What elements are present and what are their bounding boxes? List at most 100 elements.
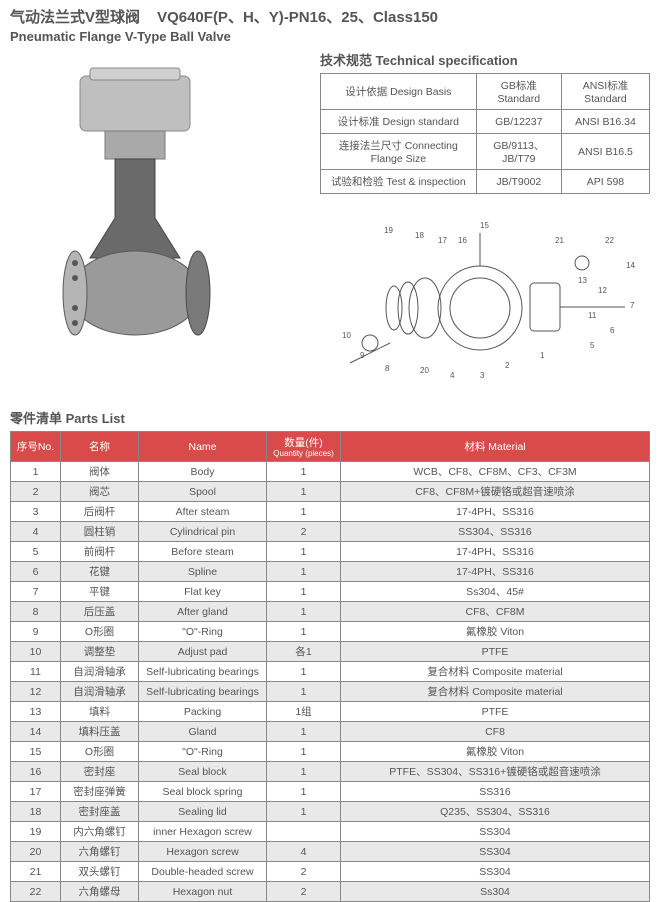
- table-row: 1阀体Body1WCB、CF8、CF8M、CF3、CF3M: [11, 462, 650, 482]
- cell: 平键: [61, 582, 139, 602]
- parts-body: 1阀体Body1WCB、CF8、CF8M、CF3、CF3M2阀芯Spool1CF…: [11, 462, 650, 902]
- cell: Ss304: [341, 882, 650, 902]
- cell: CF8、CF8M: [341, 602, 650, 622]
- cell: 1: [267, 562, 341, 582]
- table-row: 19内六角螺钉inner Hexagon screwSS304: [11, 822, 650, 842]
- col-qty: 数量(件) Quantity (pieces): [267, 432, 341, 462]
- cell: 复合材料 Composite material: [341, 662, 650, 682]
- cell: 9: [11, 622, 61, 642]
- cell: "O"-Ring: [139, 622, 267, 642]
- cell: 试验和检验 Test & inspection: [321, 170, 477, 194]
- cell: Packing: [139, 702, 267, 722]
- cell: 后压盖: [61, 602, 139, 622]
- cell: 密封座弹簧: [61, 782, 139, 802]
- cell: 11: [11, 662, 61, 682]
- cell: 20: [11, 842, 61, 862]
- cell: Ss304、45#: [341, 582, 650, 602]
- cell: 1: [11, 462, 61, 482]
- table-row: 15O形圈"O"-Ring1氟橡胶 Viton: [11, 742, 650, 762]
- cell: 1: [267, 682, 341, 702]
- cell: 1: [267, 762, 341, 782]
- cell: 3: [11, 502, 61, 522]
- cell: 1: [267, 622, 341, 642]
- cell: 自润滑轴承: [61, 682, 139, 702]
- cell: After steam: [139, 502, 267, 522]
- table-row: 4圆柱销Cylindrical pin2SS304、SS316: [11, 522, 650, 542]
- table-row: 21双头螺钉Double-headed screw2SS304: [11, 862, 650, 882]
- cell: 氟橡胶 Viton: [341, 622, 650, 642]
- table-row: 20六角螺钉Hexagon screw4SS304: [11, 842, 650, 862]
- table-row: 9O形圈"O"-Ring1氟橡胶 Viton: [11, 622, 650, 642]
- cell: 密封座盖: [61, 802, 139, 822]
- table-row: 8后压盖After gland1CF8、CF8M: [11, 602, 650, 622]
- cell: 5: [11, 542, 61, 562]
- cell: 17: [11, 782, 61, 802]
- cell: 4: [267, 842, 341, 862]
- product-image: [10, 50, 310, 390]
- cell: O形圈: [61, 742, 139, 762]
- cell: Q235、SS304、SS316: [341, 802, 650, 822]
- svg-text:17: 17: [438, 236, 447, 245]
- cell: 1: [267, 582, 341, 602]
- svg-text:9: 9: [360, 351, 365, 360]
- spec-h2: ANSI标准 Standard: [561, 74, 649, 110]
- table-row: 3后阀杆After steam117-4PH、SS316: [11, 502, 650, 522]
- cell: 2: [267, 522, 341, 542]
- table-row: 设计标准 Design standard GB/12237 ANSI B16.3…: [321, 110, 650, 134]
- cell: API 598: [561, 170, 649, 194]
- parts-table: 序号No. 名称 Name 数量(件) Quantity (pieces) 材料…: [10, 431, 650, 902]
- cell: Before steam: [139, 542, 267, 562]
- cell: 氟橡胶 Viton: [341, 742, 650, 762]
- cell: 17-4PH、SS316: [341, 562, 650, 582]
- valve-render-icon: [20, 58, 280, 378]
- cell: 1: [267, 502, 341, 522]
- table-row: 22六角螺母Hexagon nut2Ss304: [11, 882, 650, 902]
- cell: GB/9113、JB/T79: [476, 134, 561, 170]
- col-name-cn: 名称: [61, 432, 139, 462]
- svg-text:13: 13: [578, 276, 587, 285]
- cell: 前阀杆: [61, 542, 139, 562]
- cell: ANSI B16.34: [561, 110, 649, 134]
- cell: 1: [267, 482, 341, 502]
- cell: ANSI B16.5: [561, 134, 649, 170]
- title-en: Pneumatic Flange V-Type Ball Valve: [10, 29, 650, 44]
- cell: 填料压盖: [61, 722, 139, 742]
- cell: 双头螺钉: [61, 862, 139, 882]
- cell: 1: [267, 542, 341, 562]
- cell: Seal block spring: [139, 782, 267, 802]
- cell: 2: [11, 482, 61, 502]
- table-row: 7平键Flat key1Ss304、45#: [11, 582, 650, 602]
- spec-h0: 设计依据 Design Basis: [321, 74, 477, 110]
- cell: SS304、SS316: [341, 522, 650, 542]
- col-material: 材料 Material: [341, 432, 650, 462]
- cell: Cylindrical pin: [139, 522, 267, 542]
- svg-text:3: 3: [480, 371, 485, 380]
- cell: PTFE、SS304、SS316+镀硬铬或超音速喷涂: [341, 762, 650, 782]
- cell: Double-headed screw: [139, 862, 267, 882]
- cell: 各1: [267, 642, 341, 662]
- cell: PTFE: [341, 642, 650, 662]
- cell: 1: [267, 662, 341, 682]
- cell: inner Hexagon screw: [139, 822, 267, 842]
- cell: 2: [267, 882, 341, 902]
- svg-text:20: 20: [420, 366, 429, 375]
- cell: 4: [11, 522, 61, 542]
- cell: "O"-Ring: [139, 742, 267, 762]
- svg-text:1: 1: [540, 351, 545, 360]
- cell: 7: [11, 582, 61, 602]
- cell: CF8、CF8M+镀硬铬或超音速喷涂: [341, 482, 650, 502]
- cell: 阀体: [61, 462, 139, 482]
- cell: 1: [267, 602, 341, 622]
- cell: 17-4PH、SS316: [341, 502, 650, 522]
- cell: 圆柱销: [61, 522, 139, 542]
- cell: After gland: [139, 602, 267, 622]
- cell: 六角螺母: [61, 882, 139, 902]
- svg-text:12: 12: [598, 286, 607, 295]
- cell: Seal block: [139, 762, 267, 782]
- cell: 花键: [61, 562, 139, 582]
- svg-text:21: 21: [555, 236, 564, 245]
- table-row: 18密封座盖Sealing lid1Q235、SS304、SS316: [11, 802, 650, 822]
- cell: 1: [267, 782, 341, 802]
- cell: 阀芯: [61, 482, 139, 502]
- cell: 19: [11, 822, 61, 842]
